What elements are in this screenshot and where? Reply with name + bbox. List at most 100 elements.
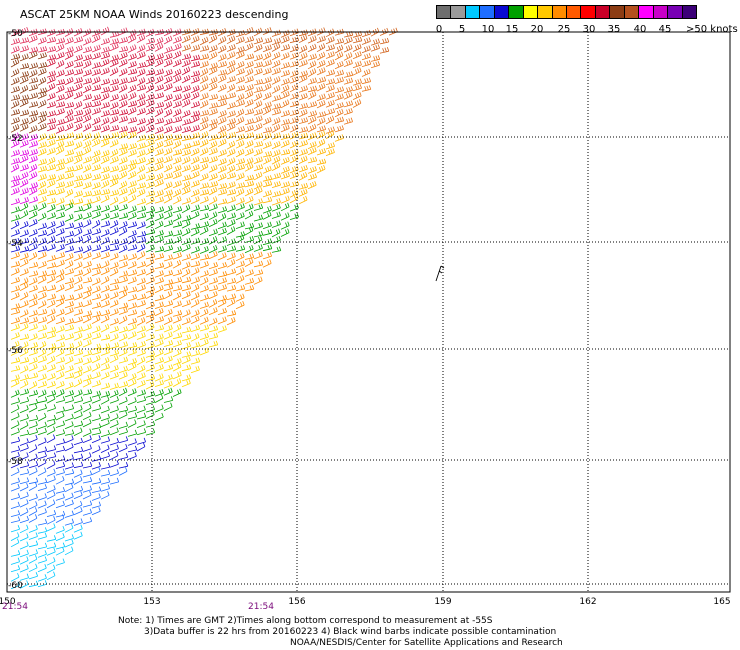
wind-barb [235, 108, 245, 118]
wind-barb [28, 507, 38, 516]
wind-barb [181, 74, 191, 84]
wind-barb [19, 139, 29, 148]
wind-barb [19, 564, 29, 573]
wind-barb [199, 324, 210, 332]
wind-barb [64, 318, 75, 326]
wind-barb [82, 435, 92, 443]
wind-barb [91, 395, 101, 404]
wind-barb [10, 460, 20, 469]
wind-barb [55, 486, 66, 494]
wind-barb [19, 53, 29, 62]
wind-barb [280, 84, 290, 94]
wind-barb [217, 94, 228, 102]
wind-barb [28, 277, 38, 286]
wind-barb [136, 428, 147, 436]
wind-barb [145, 267, 155, 276]
wind-barb [19, 482, 29, 492]
wind-barb [46, 75, 56, 84]
wind-barb [280, 91, 290, 100]
wind-barb [226, 181, 236, 189]
wind-barb [226, 117, 236, 126]
wind-barb [136, 348, 146, 357]
wind-barb [127, 221, 138, 229]
wind-barb [100, 363, 110, 371]
wind-barb [37, 404, 47, 412]
wind-barb [109, 212, 119, 220]
wind-barb [217, 298, 227, 308]
wind-barb [244, 157, 254, 166]
wind-barb [307, 110, 318, 118]
wind-barb [262, 76, 272, 85]
wind-barb [172, 213, 182, 222]
wind-barb [298, 117, 309, 124]
wind-barb [307, 141, 317, 149]
wind-barb [37, 270, 48, 278]
wind-barb [235, 182, 246, 189]
wind-barb [28, 380, 38, 390]
wind-barb [28, 46, 39, 54]
wind-barb [253, 92, 263, 102]
wind-barb [352, 60, 362, 69]
wind-barb [37, 308, 48, 316]
wind-barb [235, 197, 245, 206]
wind-barb [73, 109, 84, 117]
wind-barb [253, 171, 263, 181]
wind-barb [37, 421, 47, 430]
wind-barb [370, 55, 381, 62]
wind-barb [217, 131, 227, 140]
wind-barb [10, 357, 21, 364]
wind-barb [19, 499, 29, 508]
wind-barb [145, 190, 156, 197]
wind-barb [82, 485, 92, 493]
wind-barb [82, 379, 92, 388]
wind-barb [64, 188, 74, 198]
wind-barb [370, 38, 380, 46]
wind-barb [199, 204, 210, 212]
wind-barb [154, 246, 165, 253]
wind-barb [109, 317, 119, 326]
wind-barb [181, 149, 191, 157]
wind-barb [226, 122, 236, 132]
wind-barb [64, 122, 74, 132]
wind-barb [163, 205, 173, 214]
wind-barb [127, 342, 138, 349]
wind-barb [208, 34, 218, 44]
wind-barb [10, 317, 20, 325]
wind-barb [28, 525, 38, 533]
wind-barb [46, 147, 56, 156]
wind-barb [253, 260, 264, 268]
wind-barb [118, 326, 128, 334]
wind-barb [136, 142, 146, 150]
wind-barb [28, 372, 39, 379]
wind-barb [46, 293, 57, 301]
wind-barb [352, 84, 362, 92]
wind-barb [172, 300, 182, 308]
wind-barb [37, 158, 47, 166]
wind-barb [181, 66, 191, 76]
wind-barb [217, 99, 227, 108]
wind-barb [28, 309, 38, 318]
wind-barb [46, 204, 56, 213]
wind-barb [46, 179, 56, 188]
wind-barb [199, 226, 209, 235]
wind-barb [46, 123, 56, 132]
wind-barb [199, 122, 209, 132]
wind-barb [73, 155, 83, 165]
wind-barb [82, 452, 92, 461]
wind-barb [73, 174, 84, 182]
wind-barb [28, 493, 38, 502]
wind-barb [334, 125, 344, 133]
wind-barb [190, 267, 200, 276]
wind-barb [262, 51, 272, 61]
wind-barb [46, 445, 57, 453]
wind-barb [64, 483, 74, 493]
wind-barb [109, 31, 120, 38]
wind-barb [154, 140, 164, 150]
wind-barb [271, 149, 281, 158]
wind-barb [145, 157, 155, 166]
wind-barb [10, 220, 20, 230]
wind-barb [181, 143, 192, 150]
wind-barb [352, 78, 362, 86]
wind-barb [19, 421, 29, 430]
wind-barb [127, 302, 137, 310]
